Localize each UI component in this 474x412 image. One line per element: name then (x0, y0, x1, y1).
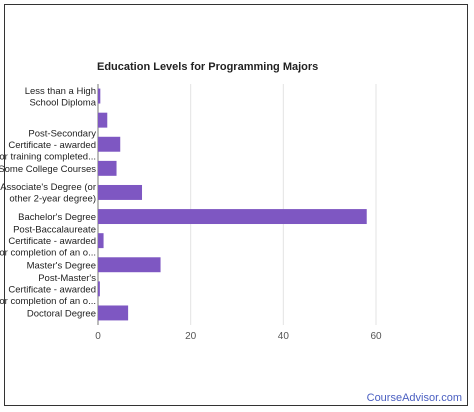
bar (98, 209, 367, 225)
y-category-label-line: Post-Master's (38, 273, 96, 284)
y-category-label-line: School Diploma (29, 97, 96, 108)
y-category-label-line: Less than a High (25, 86, 96, 97)
y-category-label-line: for completion of an o... (0, 248, 96, 259)
chart-title: Education Levels for Programming Majors (97, 61, 319, 73)
y-category-label: Doctoral Degree (27, 308, 96, 319)
x-tick-label: 60 (370, 331, 382, 342)
y-category-label: Post-Baccalaureate Certificate - awarded f… (0, 225, 96, 259)
y-category-label: Master's Degree (27, 260, 96, 271)
chart-frame (4, 4, 468, 406)
bar (98, 112, 108, 128)
y-category-label-line: other 2-year degree) (9, 194, 96, 205)
y-category-label: Associate's Degree (or other 2-year degre… (0, 182, 96, 205)
y-category-label-line: Certificate - awarded (8, 236, 96, 247)
bar (98, 257, 161, 273)
y-category-label-line: for completion of an o... (0, 296, 96, 307)
bar (98, 233, 104, 249)
x-tick-label: 40 (278, 331, 290, 342)
y-category-label-line: Associate's Degree (or (0, 182, 96, 193)
bar (98, 160, 117, 176)
y-category-label-line: Master's Degree (27, 260, 96, 271)
y-category-label-line: Certificate - awarded (8, 284, 96, 295)
bar (98, 184, 143, 200)
y-category-label-line: Post-Secondary (28, 128, 96, 139)
y-category-label-line: Bachelor's Degree (18, 212, 96, 223)
y-category-label-line: for training completed... (0, 151, 96, 162)
y-category-label: Less than a High School Diploma (25, 86, 97, 109)
y-category-label: Some College Courses (0, 164, 96, 175)
y-category-label: Post-Secondary Certificate - awarded for t… (0, 128, 96, 162)
x-tick-label: 0 (95, 331, 101, 342)
y-category-label: Post-Master's Certificate - awarded for co… (0, 273, 96, 307)
bar (98, 281, 100, 297)
watermark-logo: CourseAdvisor.com (366, 392, 462, 404)
y-category-label-line: Doctoral Degree (27, 308, 96, 319)
bar (98, 305, 129, 321)
y-category-label-line: Certificate - awarded (8, 140, 96, 151)
y-category-label-line: Some College Courses (0, 164, 96, 175)
y-category-label-line: Post-Baccalaureate (13, 225, 96, 236)
y-category-label: Bachelor's Degree (18, 212, 96, 223)
bar (98, 88, 101, 104)
bar (98, 136, 121, 152)
x-tick-label: 20 (185, 331, 197, 342)
